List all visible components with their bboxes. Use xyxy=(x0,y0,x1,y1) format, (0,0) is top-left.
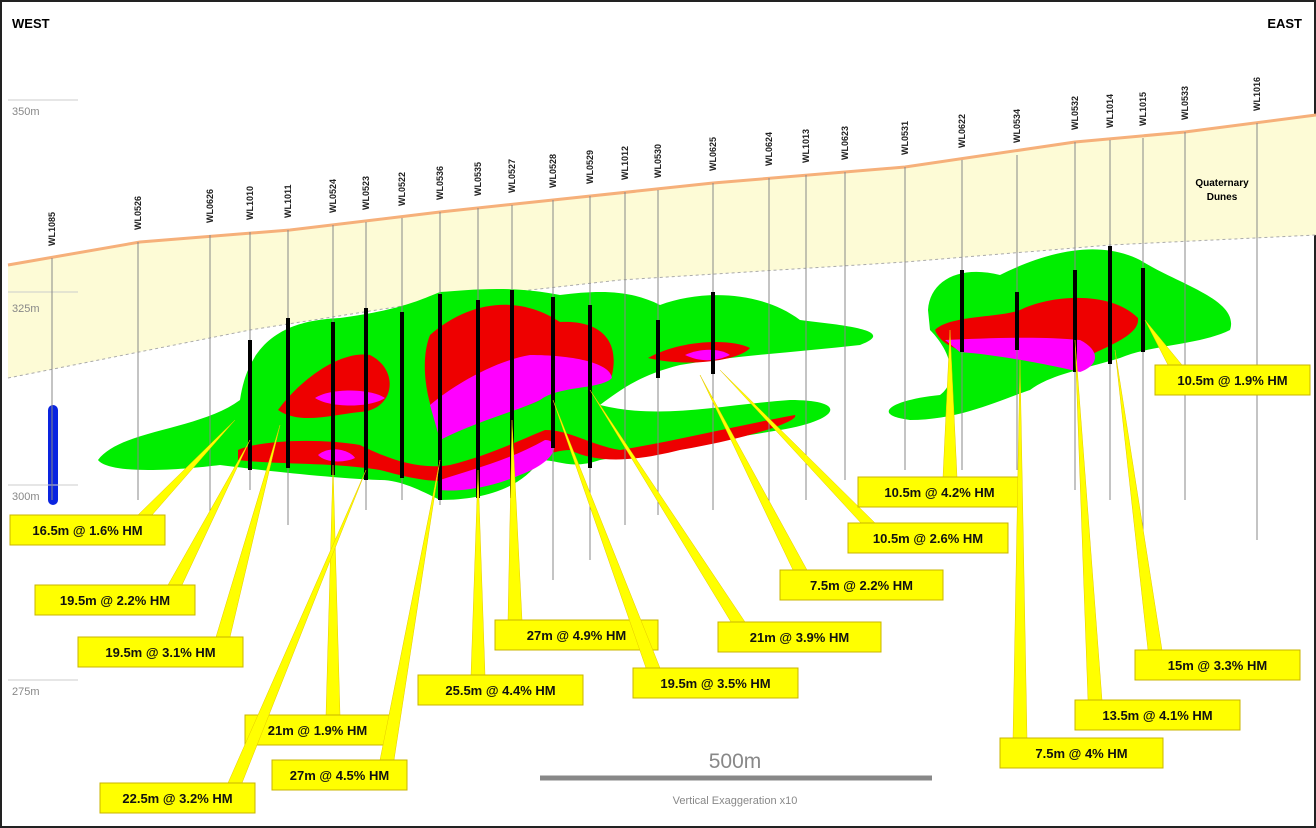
dune-unit xyxy=(8,115,1316,378)
ore-magenta xyxy=(945,337,1095,372)
hole-label: WL0530 xyxy=(653,144,663,178)
topography xyxy=(7,113,1316,267)
callout-box xyxy=(417,674,584,706)
hole-label: WL0529 xyxy=(585,150,595,184)
callout-text: 22.5m @ 3.2% HM xyxy=(122,791,232,806)
east-label: EAST xyxy=(1267,16,1302,31)
callout-text: 15m @ 3.3% HM xyxy=(1168,658,1267,673)
hole-label: WL1010 xyxy=(245,186,255,220)
hole-label: WL0534 xyxy=(1012,109,1022,143)
callout-text: 21m @ 3.9% HM xyxy=(750,630,849,645)
hole-label: WL1013 xyxy=(801,129,811,163)
callout-text: 13.5m @ 4.1% HM xyxy=(1102,708,1212,723)
callout-text: 19.5m @ 2.2% HM xyxy=(60,593,170,608)
hole-label: WL0535 xyxy=(473,162,483,196)
callout-text: 25.5m @ 4.4% HM xyxy=(445,683,555,698)
callout-box xyxy=(779,569,944,601)
hole-label: WL0623 xyxy=(840,126,850,160)
callout-text: 21m @ 1.9% HM xyxy=(268,723,367,738)
callout-box xyxy=(99,782,256,814)
hole-label: WL1015 xyxy=(1138,92,1148,126)
callout-box xyxy=(34,584,196,616)
callout-box xyxy=(77,636,244,668)
callout-text: 27m @ 4.9% HM xyxy=(527,628,626,643)
hole-label: WL0625 xyxy=(708,137,718,171)
hole-label: WL1085 xyxy=(47,212,57,246)
callout-text: 7.5m @ 4% HM xyxy=(1035,746,1127,761)
callout-box xyxy=(857,476,1022,508)
hole-label: WL0536 xyxy=(435,166,445,200)
hole-label: WL0526 xyxy=(133,196,143,230)
callout-text: 19.5m @ 3.5% HM xyxy=(660,676,770,691)
elevation-label: 275m xyxy=(12,686,40,698)
hole-label: WL0622 xyxy=(957,114,967,148)
scale-length: 500m xyxy=(709,750,762,773)
hole-label: WL0524 xyxy=(328,179,338,213)
callout-text: 10.5m @ 1.9% HM xyxy=(1177,373,1287,388)
hole-label: WL0527 xyxy=(507,159,517,193)
callout-box xyxy=(717,621,882,653)
ore-magenta xyxy=(440,440,555,491)
callout-text: 27m @ 4.5% HM xyxy=(290,768,389,783)
hole-label: WL0624 xyxy=(764,132,774,166)
ore-red xyxy=(238,415,796,482)
hole-label: WL0531 xyxy=(900,121,910,155)
hole-label: WL0522 xyxy=(397,172,407,206)
hole-label: WL1016 xyxy=(1252,77,1262,111)
callout-box xyxy=(244,714,391,746)
hole-label: WL0533 xyxy=(1180,86,1190,120)
callout-text: 10.5m @ 2.6% HM xyxy=(873,531,983,546)
callout-text: 10.5m @ 4.2% HM xyxy=(884,485,994,500)
callout-text: 19.5m @ 3.1% HM xyxy=(105,645,215,660)
callout-box xyxy=(999,737,1164,769)
scale-bar-vertical xyxy=(48,405,58,505)
elevation-label: 300m xyxy=(12,491,40,503)
callout-box xyxy=(1154,364,1311,396)
elevation-label: 325m xyxy=(12,303,40,315)
hole-label: WL1011 xyxy=(283,184,293,218)
west-label: WEST xyxy=(12,16,50,31)
ore-magenta xyxy=(318,449,355,462)
hole-label: WL0523 xyxy=(361,176,371,210)
callout-box xyxy=(1074,699,1241,731)
callout-box xyxy=(9,514,166,546)
callout-text: 16.5m @ 1.6% HM xyxy=(32,523,142,538)
ore-magenta xyxy=(685,349,730,361)
unit-label: Dunes xyxy=(1207,192,1238,203)
hole-label: WL0626 xyxy=(205,189,215,223)
callout-box xyxy=(632,667,799,699)
background xyxy=(7,113,1316,781)
hole-label: WL1012 xyxy=(620,146,630,180)
ore-magenta xyxy=(430,355,612,440)
callout-box xyxy=(271,759,408,791)
callout-box xyxy=(847,522,1009,554)
scale-note: Vertical Exaggeration x10 xyxy=(673,795,798,807)
elevation-label: 350m xyxy=(12,106,40,118)
unit-label: Quaternary xyxy=(1195,178,1249,189)
hole-label: WL0528 xyxy=(548,154,558,188)
callout-text: 7.5m @ 2.2% HM xyxy=(810,578,913,593)
hole-label: WL0532 xyxy=(1070,96,1080,130)
callout-box xyxy=(1134,649,1301,681)
hole-label: WL1014 xyxy=(1105,94,1115,128)
